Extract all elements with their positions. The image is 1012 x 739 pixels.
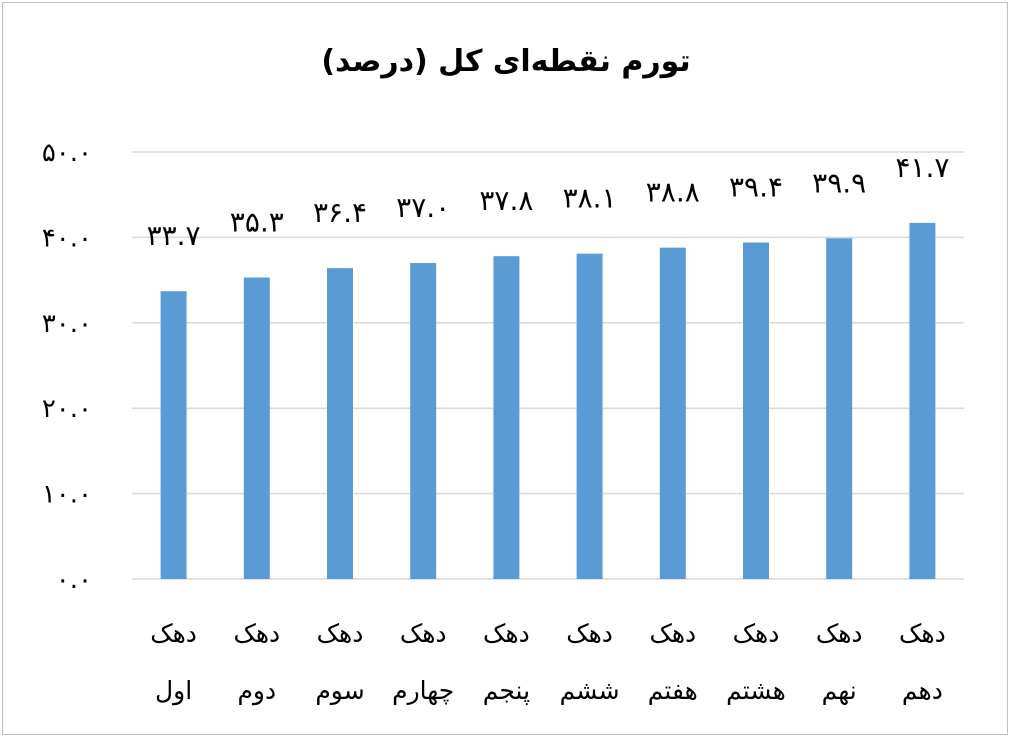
data-label: ۳۸.۱ bbox=[563, 182, 617, 215]
data-label: ۴۱.۷ bbox=[895, 151, 949, 184]
data-labels: ۳۳.۷ ۳۵.۳ ۳۶.۴ ۳۷.۰ ۳۷.۸ ۳۸.۱ ۳۸.۸ ۳۹.۴ ۳۹.۹ ۴۱.۷ bbox=[147, 151, 950, 252]
category-label: دهک bbox=[483, 619, 530, 648]
y-tick-label: ۰.۰ bbox=[56, 565, 92, 595]
category-label: اول bbox=[155, 676, 192, 706]
chart-title: تورم نقطه‌ای کل (درصد) bbox=[321, 44, 691, 79]
category-label: سوم bbox=[315, 676, 364, 705]
category-label: چهارم bbox=[392, 676, 454, 706]
category-label: دهم bbox=[902, 676, 943, 706]
data-label: ۳۹.۴ bbox=[729, 171, 783, 204]
y-tick-label: ۵۰.۰ bbox=[42, 138, 92, 168]
category-label: دهک bbox=[649, 619, 696, 648]
bar bbox=[576, 253, 603, 579]
bar bbox=[243, 277, 270, 579]
data-label: ۳۹.۹ bbox=[812, 166, 866, 199]
category-label: دهک bbox=[816, 619, 863, 648]
category-label: ششم bbox=[560, 676, 620, 706]
y-tick-label: ۳۰.۰ bbox=[42, 309, 92, 339]
data-label: ۳۷.۸ bbox=[479, 184, 533, 217]
category-label: دهک bbox=[566, 619, 613, 648]
category-label: دهک bbox=[233, 619, 280, 648]
category-label: دهک bbox=[899, 619, 946, 648]
category-labels: دهک اول دهک دوم دهک سوم دهک چهارم دهک پنجم دهک ششم د… bbox=[150, 619, 946, 706]
category-label: دهک bbox=[317, 619, 364, 648]
category-label: هشتم bbox=[726, 676, 786, 706]
gridlines bbox=[132, 151, 964, 580]
bar bbox=[327, 268, 353, 579]
data-label: ۳۶.۴ bbox=[313, 196, 367, 229]
category-label: دهک bbox=[150, 619, 197, 648]
data-label: ۳۸.۸ bbox=[646, 176, 700, 209]
bar bbox=[410, 263, 437, 579]
y-tick-label: ۴۰.۰ bbox=[42, 223, 92, 253]
data-label: ۳۳.۷ bbox=[147, 219, 201, 252]
bar bbox=[160, 291, 187, 579]
bar bbox=[826, 238, 853, 579]
bar bbox=[659, 247, 686, 579]
category-label: دهک bbox=[400, 619, 447, 648]
bars bbox=[160, 222, 936, 580]
bar bbox=[493, 256, 520, 579]
bar bbox=[909, 222, 936, 579]
category-label: نهم bbox=[822, 676, 857, 706]
data-label: ۳۵.۳ bbox=[230, 206, 284, 239]
category-label: دوم bbox=[237, 676, 276, 706]
category-label: پنجم bbox=[483, 676, 530, 706]
y-tick-label: ۲۰.۰ bbox=[42, 394, 92, 424]
category-label: دهک bbox=[733, 619, 780, 648]
category-label: هفتم bbox=[648, 676, 698, 706]
y-axis-ticks: ۰.۰ ۱۰.۰ ۲۰.۰ ۳۰.۰ ۴۰.۰ ۵۰.۰ bbox=[42, 138, 92, 595]
y-tick-label: ۱۰.۰ bbox=[42, 480, 92, 510]
data-label: ۳۷.۰ bbox=[396, 191, 450, 224]
bar bbox=[743, 242, 769, 580]
